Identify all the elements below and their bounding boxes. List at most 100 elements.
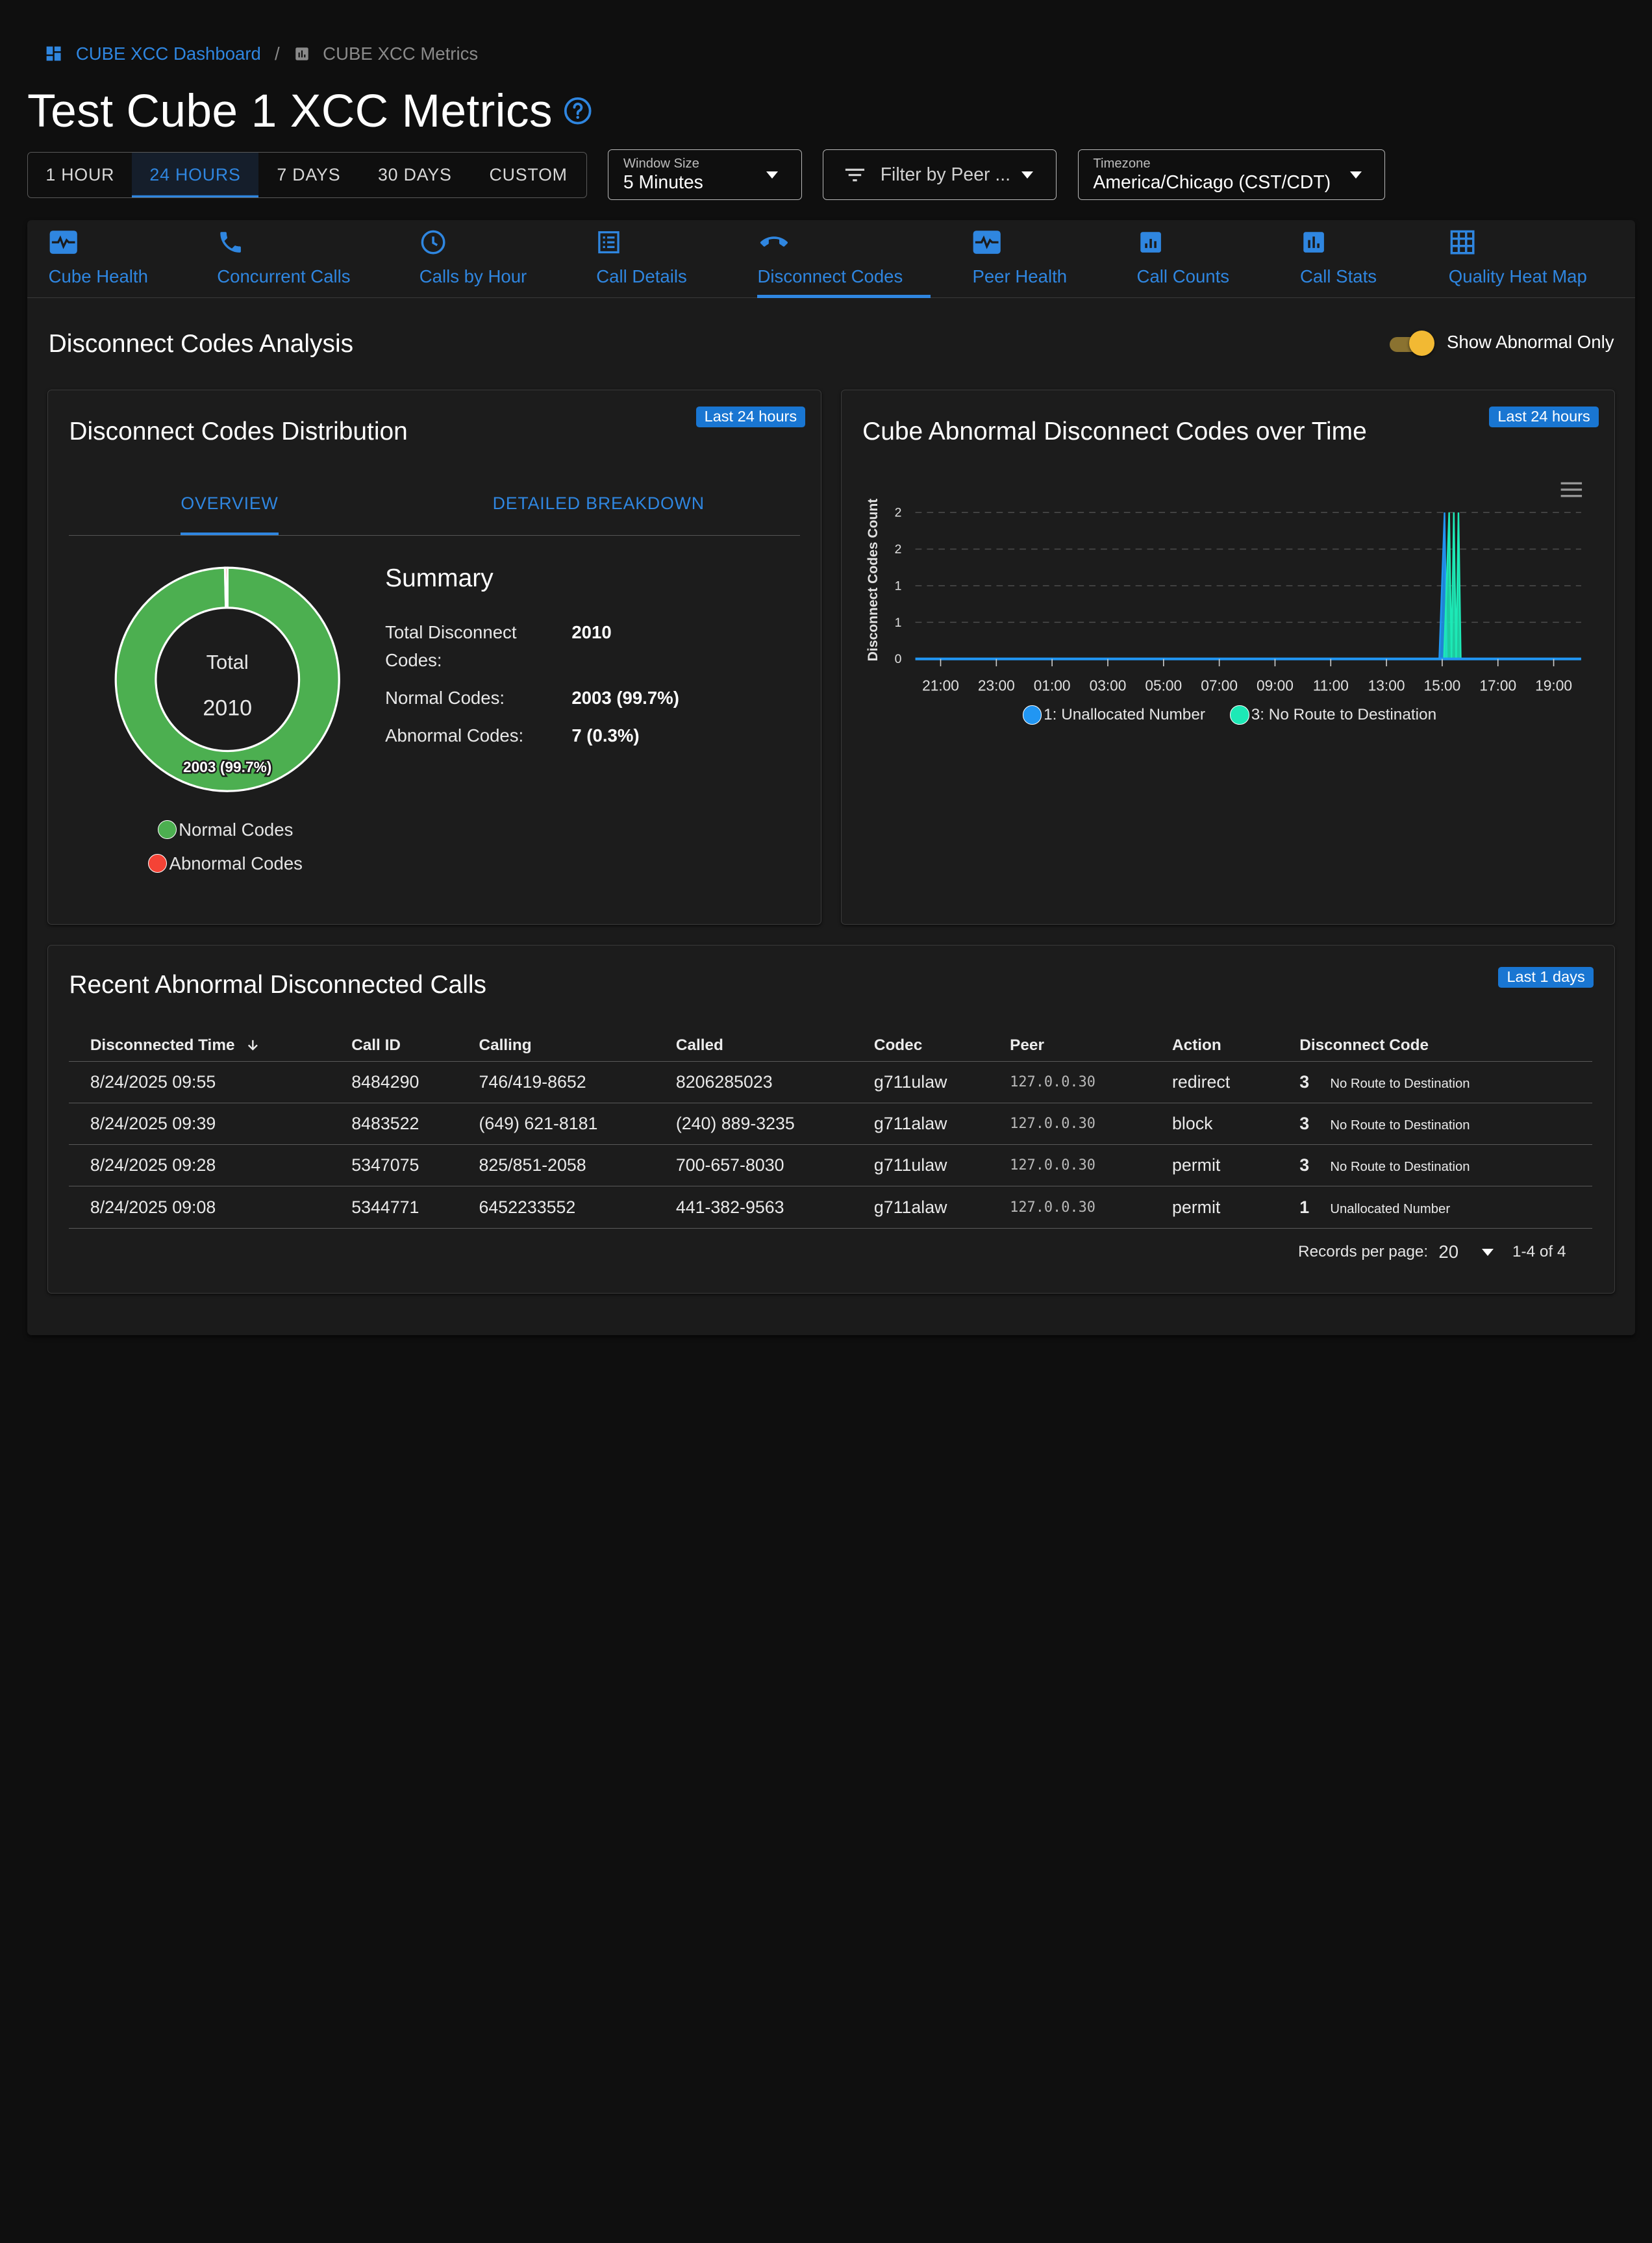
cell-disconnect-code: 3 No Route to Destination: [1278, 1061, 1593, 1104]
phone-icon: [220, 232, 242, 253]
tab-label: Quality Heat Map: [1448, 266, 1587, 287]
window-size-select[interactable]: Window Size 5 Minutes: [608, 149, 802, 201]
column-header-peer[interactable]: Peer: [988, 1030, 1151, 1062]
range-7-days-button[interactable]: 7 DAYS: [277, 164, 341, 184]
summary-total-value: 2010: [571, 622, 612, 643]
help-icon[interactable]: [563, 96, 592, 125]
x-tick-label: 19:00: [1535, 677, 1572, 694]
x-tick-label: 07:00: [1201, 677, 1238, 694]
legend-unallocated-number[interactable]: 1: Unallocated Number: [1022, 705, 1205, 725]
donut-slice-abnormal-codes[interactable]: [223, 566, 229, 609]
grid-icon: [1450, 230, 1475, 255]
range-1-hour-button[interactable]: 1 HOUR: [45, 164, 115, 184]
tab-label: Call Counts: [1136, 266, 1230, 287]
x-tick-label: 17:00: [1479, 677, 1516, 694]
table-row[interactable]: 8/24/2025 09:55 8484290 746/419-8652 820628…: [69, 1061, 1593, 1104]
tab-disconnect-codes[interactable]: Disconnect Codes: [757, 227, 931, 298]
tab-label: Cube Health: [48, 266, 148, 287]
metrics-tabs: Cube Health Concurrent Calls Calls by Ho…: [27, 220, 1635, 299]
cell-peer: 127.0.0.30: [988, 1103, 1151, 1146]
tab-peer-health[interactable]: Peer Health: [972, 227, 1067, 288]
peer-filter-select[interactable]: Filter by Peer ...: [823, 149, 1057, 201]
tab-cube-health[interactable]: Cube Health: [49, 227, 148, 288]
filter-icon: [845, 168, 865, 182]
cell-action: permit: [1151, 1144, 1279, 1187]
column-header-action[interactable]: Action: [1151, 1030, 1279, 1062]
toggle-switch[interactable]: [1388, 330, 1434, 357]
series-area-1[interactable]: [1442, 512, 1462, 660]
tab-calls-by-hour[interactable]: Calls by Hour: [419, 227, 527, 288]
cell-action: permit: [1151, 1186, 1279, 1229]
arrow-down-icon: [247, 1040, 258, 1051]
column-header-call-id[interactable]: Call ID: [330, 1030, 458, 1062]
x-tick-label: 15:00: [1423, 677, 1460, 694]
timezone-label: Timezone: [1093, 157, 1151, 171]
summary-title: Summary: [385, 564, 494, 592]
hangup-icon: [760, 236, 788, 247]
tab-label: Calls by Hour: [419, 266, 527, 287]
breadcrumb-current: CUBE XCC Metrics: [294, 44, 478, 64]
x-tick-label: 05:00: [1145, 677, 1182, 694]
time-badge: Last 24 hours: [1489, 406, 1599, 428]
subtab-detailed-breakdown[interactable]: DETAILED BREAKDOWN: [492, 494, 705, 514]
heart-monitor-icon: [973, 231, 1001, 254]
donut-chart: Total 2010 2003 (99.7%): [114, 566, 340, 792]
column-header-disconnected-time[interactable]: Disconnected Time: [69, 1030, 331, 1062]
table-row[interactable]: 8/24/2025 09:28 5347075 825/851-2058 700-65…: [69, 1144, 1593, 1187]
column-header-called[interactable]: Called: [655, 1030, 853, 1062]
legend-abnormal-codes[interactable]: Abnormal Codes: [148, 853, 303, 874]
donut-slice-normal-codes[interactable]: [114, 566, 340, 792]
dashboard-icon: [46, 46, 61, 61]
summary-total-label: Total Disconnect Codes:: [385, 622, 517, 670]
tab-concurrent-calls[interactable]: Concurrent Calls: [217, 227, 351, 288]
clock-icon: [421, 230, 445, 255]
cell-time: 8/24/2025 09:08: [69, 1186, 331, 1229]
subtab-overview[interactable]: OVERVIEW: [181, 494, 279, 535]
time-badge: Last 24 hours: [695, 406, 806, 428]
abnormal-over-time-card: Cube Abnormal Disconnect Codes over Time…: [840, 390, 1616, 925]
cell-called: 8206285023: [655, 1061, 853, 1104]
page-title: Test Cube 1 XCC Metrics: [27, 84, 592, 138]
range-30-days-button[interactable]: 30 DAYS: [377, 164, 452, 184]
breadcrumb-separator: /: [274, 43, 280, 64]
disconnect-code-description: No Route to Destination: [1330, 1118, 1470, 1133]
abnormal-calls-table: Disconnected Time Call ID Calling Called…: [69, 1030, 1593, 1229]
abnormal-only-toggle[interactable]: Show Abnormal Only: [1388, 330, 1614, 357]
disconnect-code-description: Unallocated Number: [1330, 1201, 1451, 1216]
range-custom-button[interactable]: CUSTOM: [489, 164, 568, 184]
cell-peer: 127.0.0.30: [988, 1061, 1151, 1104]
breadcrumb-dashboard-label: CUBE XCC Dashboard: [75, 43, 261, 64]
legend-no-route-to-destination[interactable]: 3: No Route to Destination: [1230, 705, 1436, 725]
tab-quality-heat-map[interactable]: Quality Heat Map: [1449, 227, 1587, 288]
y-axis-label: Disconnect Codes Count: [866, 499, 881, 662]
cell-called: 441-382-9563: [655, 1186, 853, 1229]
cell-action: redirect: [1151, 1061, 1279, 1104]
range-24-hours-button[interactable]: 24 HOURS: [132, 152, 258, 197]
cell-calling: 6452233552: [458, 1186, 655, 1229]
column-header-codec[interactable]: Codec: [853, 1030, 989, 1062]
legend-normal-codes[interactable]: Normal Codes: [157, 820, 293, 840]
window-size-label: Window Size: [623, 157, 699, 171]
hamburger-menu-icon[interactable]: [1560, 481, 1583, 498]
tab-call-stats[interactable]: Call Stats: [1300, 227, 1377, 288]
y-tick-label: 2: [894, 542, 901, 557]
summary-normal-label: Normal Codes:: [385, 687, 505, 708]
column-header-disconnect-code[interactable]: Disconnect Code: [1278, 1030, 1593, 1062]
distribution-card: Disconnect Codes Distribution Last 24 ho…: [47, 390, 822, 925]
cell-call-id: 5344771: [330, 1186, 458, 1229]
tab-call-details[interactable]: Call Details: [596, 227, 687, 288]
table-row[interactable]: 8/24/2025 09:39 8483522 (649) 621-8181 (240…: [69, 1103, 1593, 1146]
x-tick-label: 03:00: [1089, 677, 1126, 694]
chevron-down-icon: [1021, 171, 1033, 179]
breadcrumb-dashboard-link[interactable]: CUBE XCC Dashboard: [44, 44, 261, 64]
tab-label: Peer Health: [972, 266, 1068, 287]
cell-codec: g711alaw: [853, 1103, 989, 1146]
breadcrumb: CUBE XCC Dashboard / CUBE XCC Metrics: [44, 42, 478, 66]
records-per-page-select[interactable]: 20: [1438, 1242, 1459, 1262]
column-header-calling[interactable]: Calling: [458, 1030, 655, 1062]
table-row[interactable]: 8/24/2025 09:08 5344771 6452233552 441-382-…: [69, 1186, 1593, 1229]
disconnect-code-number: 1: [1299, 1197, 1310, 1217]
timezone-select[interactable]: Timezone America/Chicago (CST/CDT): [1077, 149, 1386, 201]
chevron-down-icon[interactable]: [1481, 1248, 1494, 1256]
tab-call-counts[interactable]: Call Counts: [1136, 227, 1230, 288]
